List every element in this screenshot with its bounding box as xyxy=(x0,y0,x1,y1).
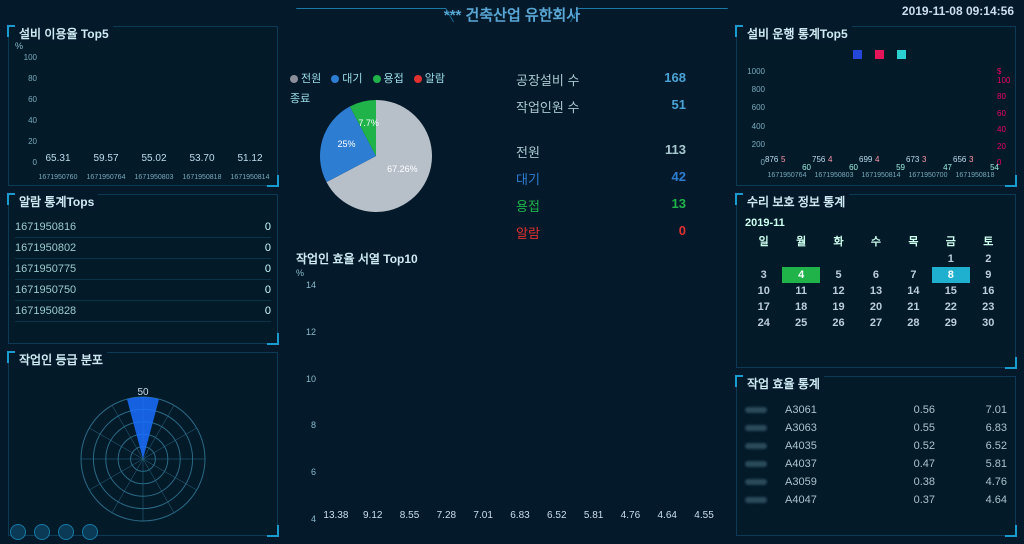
calendar-day[interactable]: 11 xyxy=(782,283,819,299)
calendar-day[interactable]: 29 xyxy=(932,315,969,331)
svg-text:67.26%: 67.26% xyxy=(387,164,418,174)
calendar-day[interactable]: 25 xyxy=(782,315,819,331)
stats-block: 공장설비 수168작업인원 수51전원113대기42용접13알람0 xyxy=(516,66,706,246)
calendar-day[interactable]: 8 xyxy=(932,267,969,283)
alarm-row: 16719508020 xyxy=(15,238,271,259)
chart-legend xyxy=(737,49,1015,59)
panel-maintenance: 수리 보호 정보 통계 2019-11 일월화수목금토1234567891011… xyxy=(736,194,1016,368)
calendar-day[interactable]: 30 xyxy=(970,315,1007,331)
calendar-day[interactable] xyxy=(895,251,932,267)
grouped-bar-chart: 1671950764876560167195080375646016719508… xyxy=(767,67,995,167)
table-row: A40470.374.64 xyxy=(745,491,1007,509)
alarm-row: 16719507750 xyxy=(15,259,271,280)
y-axis-right: $ 100806040200 xyxy=(997,67,1013,167)
calendar-day[interactable]: 5 xyxy=(820,267,857,283)
y-unit: % xyxy=(296,268,304,278)
alarm-row: 16719508160 xyxy=(15,217,271,238)
panel-title: 알람 통계Tops xyxy=(15,193,98,210)
panel-title: 설비 이용율 Top5 xyxy=(15,25,113,42)
panel-worker-eff: 작업인 효율 서열 Top10 % 141210864 13.389.128.5… xyxy=(290,248,726,538)
alarm-row: 16719508280 xyxy=(15,301,271,322)
footer-icon[interactable] xyxy=(58,524,74,540)
y-axis-left: 10008006004002000 xyxy=(743,67,765,167)
footer-icon[interactable] xyxy=(82,524,98,540)
radar-chart: 50 xyxy=(9,377,277,531)
page-title: *** 건축산업 유한회사 xyxy=(444,7,580,24)
calendar-day[interactable]: 20 xyxy=(857,299,894,315)
calendar-day[interactable]: 26 xyxy=(820,315,857,331)
svg-text:7.7%: 7.7% xyxy=(358,118,379,128)
alarm-row: 16719507500 xyxy=(15,280,271,301)
calendar-day[interactable]: 1 xyxy=(932,251,969,267)
calendar-day[interactable]: 27 xyxy=(857,315,894,331)
calendar-day[interactable]: 2 xyxy=(970,251,1007,267)
panel-util-top5: 설비 이용율 Top5 % 100806040200 65.3116719507… xyxy=(8,26,278,186)
table-row: A30590.384.76 xyxy=(745,473,1007,491)
bar-chart: 65.31167195076059.57167195076455.0216719… xyxy=(37,53,271,167)
table-row: A40370.475.81 xyxy=(745,455,1007,473)
calendar-day[interactable]: 15 xyxy=(932,283,969,299)
calendar-day[interactable]: 3 xyxy=(745,267,782,283)
efficiency-table: A30610.567.01A30630.556.83A40350.526.52A… xyxy=(745,401,1007,509)
panel-equip-run: 설비 운행 통계Top5 10008006004002000 $ 1008060… xyxy=(736,26,1016,186)
calendar-day[interactable]: 6 xyxy=(857,267,894,283)
panel-title: 작업인 등급 분포 xyxy=(15,351,107,368)
panel-work-eff: 작업 효율 통계 A30610.567.01A30630.556.83A4035… xyxy=(736,376,1016,536)
calendar-day[interactable]: 24 xyxy=(745,315,782,331)
panel-title: 수리 보호 정보 통계 xyxy=(743,193,849,210)
calendar-day[interactable] xyxy=(782,251,819,267)
calendar-day[interactable]: 12 xyxy=(820,283,857,299)
y-unit: % xyxy=(15,41,23,51)
y-axis: 141210864 xyxy=(296,280,316,524)
calendar-day[interactable]: 28 xyxy=(895,315,932,331)
calendar-grid: 일월화수목금토123456789101112131415161718192021… xyxy=(745,231,1007,331)
panel-title: 설비 운행 통계Top5 xyxy=(743,25,852,42)
table-row: A30630.556.83 xyxy=(745,419,1007,437)
footer-icon[interactable] xyxy=(34,524,50,540)
calendar-day[interactable]: 13 xyxy=(857,283,894,299)
calendar-day[interactable]: 19 xyxy=(820,299,857,315)
panel-title: 작업 효율 통계 xyxy=(743,375,824,392)
footer-icons xyxy=(10,524,98,540)
calendar-day[interactable] xyxy=(820,251,857,267)
calendar-day[interactable]: 22 xyxy=(932,299,969,315)
calendar-day[interactable]: 10 xyxy=(745,283,782,299)
pie-chart: 67.26% 25% 7.7% xyxy=(310,90,442,222)
calendar-day[interactable]: 23 xyxy=(970,299,1007,315)
bar-chart: 13.389.128.557.287.016.836.525.814.764.6… xyxy=(320,280,720,524)
calendar-day[interactable] xyxy=(857,251,894,267)
alarm-list: 1671950816016719508020167195077501671950… xyxy=(15,217,271,322)
y-axis: 100806040200 xyxy=(15,53,37,167)
calendar-day[interactable]: 16 xyxy=(970,283,1007,299)
panel-title: 작업인 효율 서열 Top10 xyxy=(296,250,418,267)
calendar-day[interactable] xyxy=(745,251,782,267)
svg-text:50: 50 xyxy=(137,387,149,398)
calendar-month: 2019-11 xyxy=(745,217,1007,229)
calendar-day[interactable]: 9 xyxy=(970,267,1007,283)
footer-icon[interactable] xyxy=(10,524,26,540)
panel-alarm-tops: 알람 통계Tops 167195081601671950802016719507… xyxy=(8,194,278,344)
calendar-day[interactable]: 7 xyxy=(895,267,932,283)
calendar-day[interactable]: 17 xyxy=(745,299,782,315)
calendar-day[interactable]: 4 xyxy=(782,267,819,283)
calendar: 2019-11 일월화수목금토1234567891011121314151617… xyxy=(745,217,1007,331)
timestamp: 2019-11-08 09:14:56 xyxy=(902,4,1014,18)
calendar-day[interactable]: 14 xyxy=(895,283,932,299)
table-row: A40350.526.52 xyxy=(745,437,1007,455)
calendar-day[interactable]: 18 xyxy=(782,299,819,315)
panel-worker-grade: 작업인 등급 분포 50 xyxy=(8,352,278,536)
table-row: A30610.567.01 xyxy=(745,401,1007,419)
calendar-day[interactable]: 21 xyxy=(895,299,932,315)
svg-text:25%: 25% xyxy=(338,139,356,149)
